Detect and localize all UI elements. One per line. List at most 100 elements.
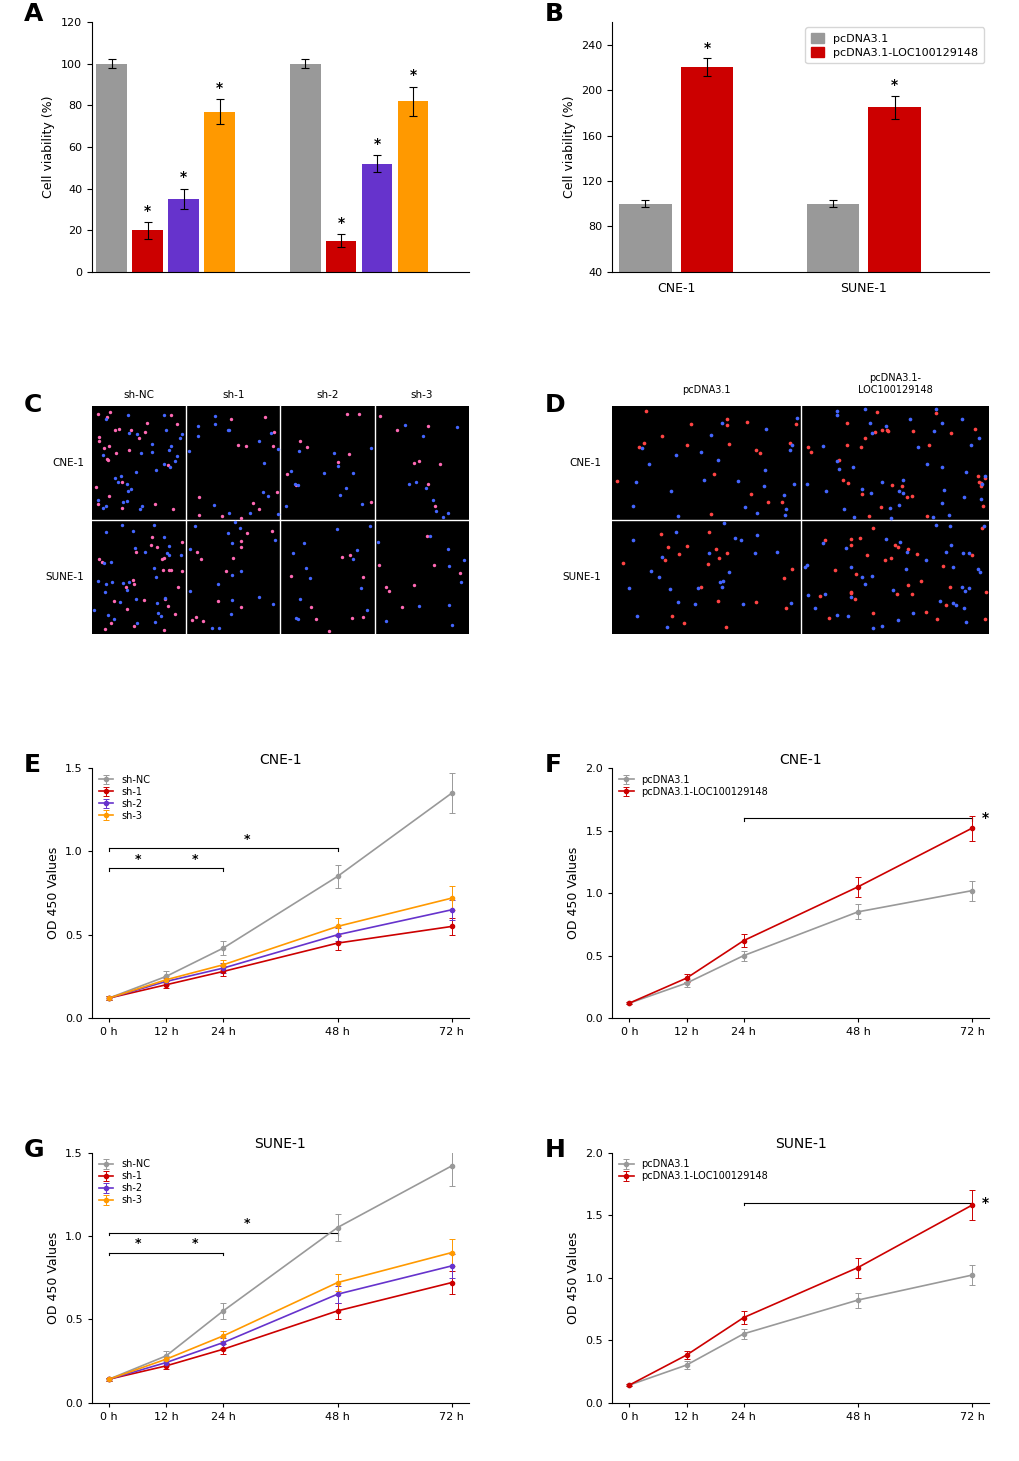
Point bbox=[775, 567, 792, 590]
Point bbox=[620, 576, 636, 599]
Point bbox=[146, 557, 162, 580]
Point bbox=[866, 419, 882, 443]
Bar bbox=[204, 111, 234, 272]
Point bbox=[290, 608, 307, 631]
Point bbox=[669, 504, 686, 527]
Point bbox=[222, 602, 238, 625]
Point bbox=[702, 503, 718, 526]
Point bbox=[106, 589, 122, 612]
Point bbox=[355, 565, 371, 589]
Point bbox=[608, 469, 625, 492]
Point bbox=[348, 539, 365, 562]
Point bbox=[303, 595, 319, 618]
Point bbox=[163, 434, 179, 457]
Point bbox=[873, 418, 890, 441]
Point bbox=[344, 546, 361, 570]
Point bbox=[210, 590, 226, 614]
Point bbox=[205, 494, 221, 517]
Point bbox=[455, 548, 472, 571]
Point bbox=[169, 444, 185, 468]
Text: *: * bbox=[373, 137, 380, 150]
Point bbox=[95, 497, 111, 520]
Point bbox=[181, 538, 198, 561]
Point bbox=[956, 580, 972, 603]
Point bbox=[125, 520, 142, 543]
Point bbox=[169, 412, 185, 435]
Point bbox=[853, 482, 869, 506]
Point bbox=[806, 596, 822, 619]
Point bbox=[149, 592, 165, 615]
Point bbox=[147, 611, 163, 634]
Point bbox=[842, 581, 858, 605]
Point bbox=[88, 475, 104, 498]
Point bbox=[344, 462, 361, 485]
Point bbox=[863, 421, 879, 444]
Point bbox=[630, 435, 646, 459]
Point bbox=[270, 503, 286, 526]
Text: H: H bbox=[544, 1138, 565, 1161]
Point bbox=[891, 494, 907, 517]
Point bbox=[972, 487, 988, 510]
Text: D: D bbox=[544, 393, 565, 416]
Point bbox=[864, 516, 880, 539]
Point bbox=[975, 465, 991, 488]
Point bbox=[114, 513, 130, 536]
Point bbox=[814, 532, 830, 555]
Point bbox=[927, 400, 944, 424]
Point bbox=[435, 506, 451, 529]
Point bbox=[856, 427, 872, 450]
Point bbox=[370, 530, 386, 554]
Text: *: * bbox=[409, 69, 416, 82]
Point bbox=[957, 611, 973, 634]
Point bbox=[934, 555, 951, 579]
Point bbox=[974, 494, 990, 517]
Point bbox=[96, 551, 112, 574]
Point bbox=[899, 541, 915, 564]
Point bbox=[877, 527, 894, 551]
Point bbox=[328, 517, 344, 541]
Point bbox=[144, 526, 160, 549]
Point bbox=[224, 564, 240, 587]
Point bbox=[908, 542, 924, 565]
Point bbox=[653, 424, 669, 447]
Point bbox=[783, 557, 799, 580]
Point bbox=[90, 570, 106, 593]
Point bbox=[667, 444, 684, 468]
Text: *: * bbox=[216, 80, 223, 95]
Point bbox=[692, 576, 708, 599]
Point bbox=[918, 453, 934, 476]
Point bbox=[976, 580, 993, 603]
Title: SUNE-1: SUNE-1 bbox=[255, 1137, 306, 1151]
Point bbox=[298, 557, 314, 580]
Point bbox=[113, 470, 129, 494]
Point bbox=[882, 506, 899, 529]
Text: SUNE-1: SUNE-1 bbox=[561, 571, 600, 581]
Point bbox=[933, 411, 950, 434]
Point bbox=[787, 412, 803, 435]
Point bbox=[187, 605, 204, 628]
Point bbox=[902, 408, 918, 431]
Point bbox=[143, 533, 159, 557]
Point bbox=[713, 576, 730, 599]
Point bbox=[128, 422, 145, 446]
Point bbox=[747, 542, 763, 565]
Point bbox=[719, 432, 736, 456]
Point bbox=[625, 527, 641, 551]
Point bbox=[120, 403, 137, 427]
Point bbox=[860, 504, 876, 527]
Point bbox=[97, 580, 113, 603]
Point bbox=[843, 533, 859, 557]
Point bbox=[816, 529, 833, 552]
Point bbox=[111, 590, 127, 614]
Point bbox=[107, 418, 123, 441]
Point bbox=[773, 489, 790, 513]
Text: sh-1: sh-1 bbox=[222, 390, 245, 399]
Point bbox=[844, 456, 860, 479]
Point bbox=[127, 541, 144, 564]
Point bbox=[109, 470, 125, 494]
Point bbox=[828, 603, 845, 627]
Point bbox=[406, 573, 422, 596]
Point bbox=[90, 492, 106, 516]
Point bbox=[265, 592, 281, 615]
Point bbox=[893, 475, 909, 498]
